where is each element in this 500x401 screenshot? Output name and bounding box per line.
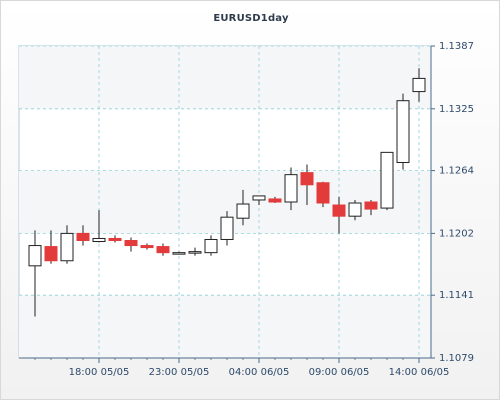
candle-body-down bbox=[140, 245, 154, 249]
grid-band bbox=[19, 295, 431, 358]
y-tick-label: 1.1264 bbox=[439, 166, 474, 177]
grid-band bbox=[19, 46, 431, 109]
candle-body-up bbox=[220, 216, 234, 240]
candle-body-up bbox=[92, 237, 106, 243]
candle-body-up bbox=[172, 252, 186, 255]
candle-body-up bbox=[284, 174, 298, 203]
candle-body-down bbox=[76, 232, 90, 241]
candle-body-up bbox=[412, 77, 426, 93]
candle-body-down bbox=[332, 204, 346, 217]
candle-body-up bbox=[188, 251, 202, 254]
candle-body-up bbox=[60, 232, 74, 262]
y-tick-label: 1.1387 bbox=[439, 41, 474, 52]
candle-body-down bbox=[316, 182, 330, 204]
y-tick-label: 1.1079 bbox=[439, 353, 474, 364]
candle-body-down bbox=[156, 246, 170, 254]
y-tick-label: 1.1141 bbox=[439, 290, 474, 301]
candle-body-down bbox=[44, 246, 58, 262]
chart-title: EURUSD1day bbox=[213, 13, 289, 24]
candle-body-up bbox=[236, 203, 250, 219]
y-tick-label: 1.1325 bbox=[439, 104, 474, 115]
x-tick-label: 14:00 06/05 bbox=[389, 367, 450, 378]
x-tick-label: 04:00 06/05 bbox=[229, 367, 290, 378]
candle-body-up bbox=[28, 245, 42, 267]
candle-body-down bbox=[108, 237, 122, 241]
candle-body-up bbox=[380, 151, 394, 209]
candle-body-down bbox=[300, 172, 314, 186]
x-tick-label: 23:00 05/05 bbox=[149, 367, 210, 378]
candle-body-up bbox=[252, 195, 266, 201]
candle-body-up bbox=[204, 238, 218, 254]
x-tick-label: 18:00 05/05 bbox=[69, 367, 130, 378]
candle-body-down bbox=[124, 239, 138, 247]
x-tick-label: 09:00 06/05 bbox=[309, 367, 370, 378]
candle-body-down bbox=[268, 198, 282, 203]
candle-body-down bbox=[364, 201, 378, 210]
candle-body-up bbox=[396, 100, 410, 163]
y-tick-label: 1.1202 bbox=[439, 228, 474, 239]
candle-body-up bbox=[348, 202, 362, 217]
